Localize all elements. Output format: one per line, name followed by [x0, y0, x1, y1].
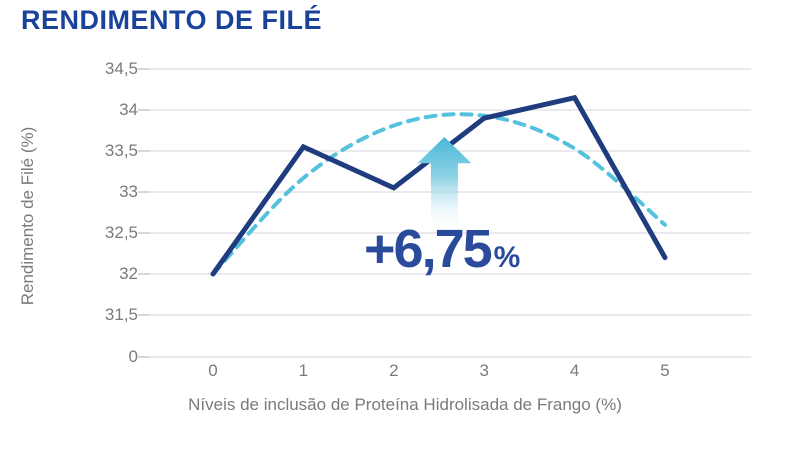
x-tick-label: 4 [569, 361, 580, 380]
x-tick-label: 0 [208, 361, 218, 380]
x-tick-label: 2 [389, 361, 399, 380]
gain-annotation: +6,75% [364, 220, 520, 287]
y-axis-title: Rendimento de Filé (%) [18, 126, 37, 306]
gain-unit: % [493, 241, 521, 274]
y-tick-label: 34 [119, 100, 138, 119]
gain-value: +6,75 [364, 219, 493, 279]
x-axis-title: Níveis de inclusão de Proteína Hidrolisa… [188, 395, 622, 414]
y-tick-label: 32 [119, 264, 138, 283]
y-tick-label: 34,5 [104, 59, 138, 78]
y-tick-label: 33,5 [104, 141, 138, 160]
y-tick-label: 31,5 [104, 305, 138, 324]
page-title: RENDIMENTO DE FILÉ [21, 5, 323, 35]
y-tick-label: 32,5 [104, 223, 138, 242]
trend-line-dashed [211, 112, 667, 276]
x-tick-label: 1 [298, 361, 309, 380]
up-arrow-icon [417, 137, 472, 227]
x-tick-label: 5 [660, 361, 670, 380]
x-tick-label: 3 [479, 361, 489, 380]
y-tick-label: 33 [119, 182, 138, 201]
y-tick-label: 0 [128, 347, 138, 366]
